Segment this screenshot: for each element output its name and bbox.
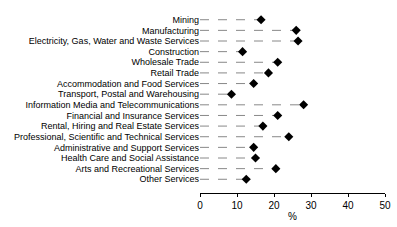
svg-text:20: 20 bbox=[268, 200, 280, 211]
svg-text:Accommodation and Food Service: Accommodation and Food Services bbox=[57, 79, 200, 89]
svg-text:Electricity, Gas, Water and Wa: Electricity, Gas, Water and Waste Servic… bbox=[29, 36, 200, 46]
svg-text:40: 40 bbox=[342, 200, 354, 211]
svg-text:Professional, Scientific and T: Professional, Scientific and Technical S… bbox=[14, 132, 199, 142]
svg-text:Information Media and Telecomm: Information Media and Telecommunications bbox=[26, 100, 200, 110]
svg-text:30: 30 bbox=[305, 200, 317, 211]
svg-text:Mining: Mining bbox=[172, 15, 199, 25]
svg-text:10: 10 bbox=[231, 200, 243, 211]
svg-text:Transport, Postal and Warehous: Transport, Postal and Warehousing bbox=[58, 89, 199, 99]
svg-text:Financial and Insurance Servic: Financial and Insurance Services bbox=[66, 111, 199, 121]
svg-text:Manufacturing: Manufacturing bbox=[142, 26, 199, 36]
svg-text:Health Care and Social Assista: Health Care and Social Assistance bbox=[61, 153, 199, 163]
svg-text:0: 0 bbox=[197, 200, 203, 211]
svg-text:50: 50 bbox=[379, 200, 391, 211]
svg-text:Administrative and Support Ser: Administrative and Support Services bbox=[54, 143, 200, 153]
svg-text:Wholesale Trade: Wholesale Trade bbox=[131, 57, 199, 67]
svg-text:Arts and Recreational Services: Arts and Recreational Services bbox=[75, 164, 199, 174]
svg-text:Other Services: Other Services bbox=[139, 174, 199, 184]
svg-text:Retail Trade: Retail Trade bbox=[150, 68, 199, 78]
svg-text:Rental, Hiring and Real Estate: Rental, Hiring and Real Estate Services bbox=[41, 121, 200, 131]
svg-text:Construction: Construction bbox=[148, 47, 199, 57]
svg-text:%: % bbox=[288, 211, 297, 222]
